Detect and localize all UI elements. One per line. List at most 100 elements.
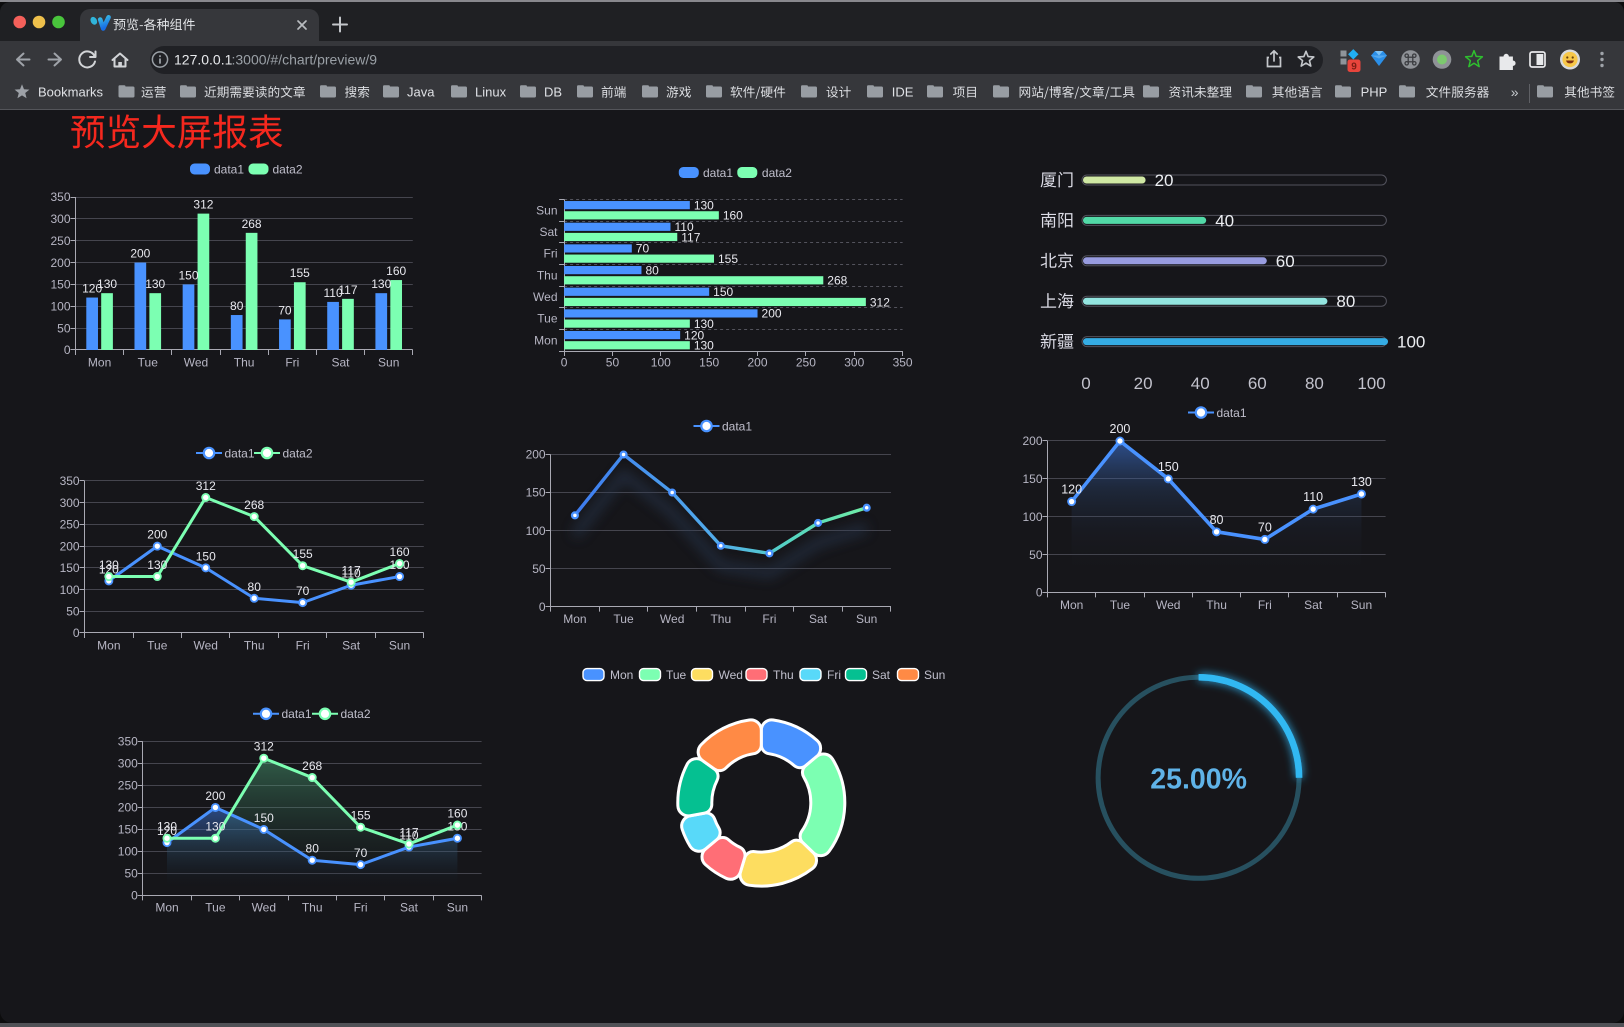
svg-text:Mon: Mon [563, 612, 586, 626]
svg-text:Wed: Wed [719, 668, 743, 682]
svg-text:150: 150 [1158, 460, 1179, 474]
svg-text:268: 268 [827, 274, 847, 288]
svg-text:268: 268 [242, 217, 262, 231]
svg-text:Mon: Mon [88, 356, 111, 370]
svg-text:200: 200 [130, 247, 150, 261]
svg-text:Sat: Sat [809, 612, 828, 626]
svg-text:100: 100 [651, 356, 671, 370]
svg-text:130: 130 [694, 317, 714, 331]
svg-text:120: 120 [684, 328, 704, 342]
svg-text:Java: Java [407, 85, 435, 100]
svg-text:150: 150 [196, 549, 216, 563]
svg-text:268: 268 [244, 498, 264, 512]
svg-text:20: 20 [1134, 374, 1153, 393]
svg-text:300: 300 [844, 356, 864, 370]
svg-text:110: 110 [1303, 490, 1323, 504]
svg-text:155: 155 [718, 252, 738, 266]
svg-text:130: 130 [99, 558, 119, 572]
svg-text:110: 110 [399, 829, 418, 843]
svg-text:120: 120 [1061, 483, 1082, 497]
svg-text:0: 0 [131, 889, 138, 903]
svg-text:Thu: Thu [773, 668, 794, 682]
svg-text:350: 350 [60, 474, 80, 488]
svg-text:120: 120 [82, 282, 102, 296]
svg-text:70: 70 [636, 242, 650, 256]
svg-text:200: 200 [205, 789, 225, 803]
svg-text::3000/#/chart/preview/9: :3000/#/chart/preview/9 [232, 51, 378, 67]
svg-text:Sat: Sat [332, 356, 351, 370]
svg-text:Mon: Mon [155, 900, 178, 914]
svg-text:40: 40 [1215, 211, 1234, 230]
svg-text:IDE: IDE [892, 85, 914, 100]
svg-text:data2: data2 [762, 166, 792, 180]
svg-text:40: 40 [1191, 374, 1210, 393]
svg-text:0: 0 [1036, 586, 1043, 600]
svg-text:250: 250 [118, 779, 138, 793]
svg-text:100: 100 [118, 845, 138, 859]
svg-text:Sun: Sun [378, 356, 399, 370]
svg-text:0: 0 [64, 343, 71, 357]
svg-text:data2: data2 [341, 707, 371, 721]
svg-text:Wed: Wed [533, 290, 557, 304]
svg-text:Thu: Thu [244, 638, 265, 652]
svg-text:100: 100 [526, 524, 546, 538]
svg-text:150: 150 [1022, 472, 1042, 486]
svg-text:Sat: Sat [342, 638, 361, 652]
svg-text:Tue: Tue [666, 668, 687, 682]
svg-text:0: 0 [561, 356, 568, 370]
svg-text:117: 117 [399, 825, 418, 839]
svg-text:117: 117 [338, 283, 357, 297]
svg-text:312: 312 [254, 740, 274, 754]
svg-text:Sat: Sat [1304, 598, 1323, 612]
svg-text:50: 50 [1029, 548, 1043, 562]
svg-text:150: 150 [526, 486, 546, 500]
svg-text:Thu: Thu [302, 900, 323, 914]
svg-text:70: 70 [1258, 520, 1272, 534]
svg-text:200: 200 [50, 256, 70, 270]
svg-text:130: 130 [145, 277, 165, 291]
svg-text:200: 200 [118, 801, 138, 815]
svg-text:350: 350 [118, 735, 138, 749]
svg-text:130: 130 [694, 339, 714, 353]
svg-text:data1: data1 [282, 707, 312, 721]
svg-text:80: 80 [230, 299, 244, 313]
svg-text:Thu: Thu [234, 356, 255, 370]
svg-text:Wed: Wed [660, 612, 684, 626]
svg-text:130: 130 [371, 277, 391, 291]
svg-text:312: 312 [870, 295, 890, 309]
svg-text:110: 110 [674, 220, 693, 234]
svg-text:70: 70 [354, 846, 368, 860]
svg-text:80: 80 [1336, 292, 1355, 311]
svg-text:50: 50 [57, 321, 71, 335]
svg-text:Wed: Wed [184, 356, 208, 370]
svg-text:130: 130 [147, 558, 167, 572]
svg-text:data2: data2 [273, 162, 303, 176]
svg-text:data1: data1 [703, 166, 733, 180]
svg-text:Mon: Mon [534, 333, 557, 347]
svg-text:0: 0 [73, 626, 80, 640]
svg-text:Linux: Linux [475, 85, 507, 100]
svg-text:155: 155 [293, 547, 313, 561]
svg-text:»: » [1511, 84, 1519, 100]
svg-text:25.00%: 25.00% [1150, 763, 1247, 795]
svg-text:200: 200 [762, 307, 782, 321]
svg-text:150: 150 [50, 278, 70, 292]
svg-text:70: 70 [278, 303, 292, 317]
svg-text:200: 200 [526, 448, 546, 462]
svg-text:Mon: Mon [1060, 598, 1083, 612]
svg-text:350: 350 [893, 356, 913, 370]
svg-text:80: 80 [1305, 374, 1324, 393]
svg-text:DB: DB [544, 85, 562, 100]
svg-text:130: 130 [1351, 475, 1372, 489]
svg-text:60: 60 [1276, 252, 1295, 271]
svg-text:300: 300 [50, 212, 70, 226]
svg-text:160: 160 [390, 545, 410, 559]
svg-text:Fri: Fri [1258, 598, 1272, 612]
svg-text:PHP: PHP [1361, 85, 1388, 100]
svg-text:350: 350 [50, 190, 70, 204]
svg-text:Tue: Tue [613, 612, 634, 626]
svg-text:Thu: Thu [710, 612, 731, 626]
svg-text:Fri: Fri [285, 356, 299, 370]
svg-text:150: 150 [60, 561, 80, 575]
svg-text:155: 155 [290, 266, 310, 280]
